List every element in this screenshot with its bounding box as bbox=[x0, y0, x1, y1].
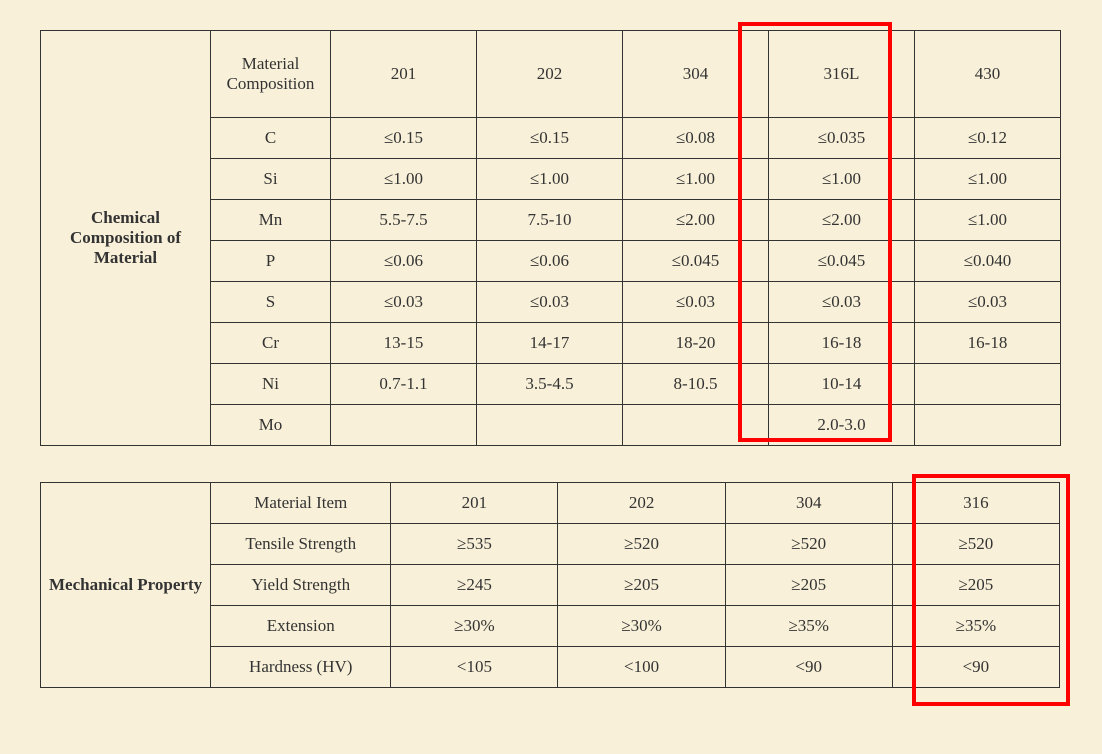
row-label: Hardness (HV) bbox=[211, 647, 391, 688]
cell: ≥30% bbox=[558, 606, 725, 647]
cell: ≤0.15 bbox=[331, 118, 477, 159]
cell: 7.5-10 bbox=[477, 200, 623, 241]
cell: ≤2.00 bbox=[623, 200, 769, 241]
row-label: Tensile Strength bbox=[211, 524, 391, 565]
cell: ≤0.040 bbox=[915, 241, 1061, 282]
row-label: Si bbox=[211, 159, 331, 200]
cell bbox=[915, 405, 1061, 446]
cell: ≥520 bbox=[725, 524, 892, 565]
col-316l: 316L bbox=[769, 31, 915, 118]
cell: ≤1.00 bbox=[331, 159, 477, 200]
cell: 16-18 bbox=[915, 323, 1061, 364]
cell: 8-10.5 bbox=[623, 364, 769, 405]
cell: ≤0.06 bbox=[331, 241, 477, 282]
row-label: S bbox=[211, 282, 331, 323]
cell: ≤1.00 bbox=[915, 200, 1061, 241]
row-label: C bbox=[211, 118, 331, 159]
material-item-label: Material Item bbox=[211, 483, 391, 524]
cell: ≥205 bbox=[725, 565, 892, 606]
table-row: Chemical Composition of Material Materia… bbox=[41, 31, 1061, 118]
chemical-composition-block: Chemical Composition of Material Materia… bbox=[40, 30, 1060, 446]
cell: 10-14 bbox=[769, 364, 915, 405]
chemical-row-header: Chemical Composition of Material bbox=[41, 31, 211, 446]
col-202: 202 bbox=[558, 483, 725, 524]
cell: ≥205 bbox=[892, 565, 1059, 606]
cell: ≥520 bbox=[892, 524, 1059, 565]
cell: ≤0.12 bbox=[915, 118, 1061, 159]
col-304: 304 bbox=[623, 31, 769, 118]
table-row: Mechanical Property Material Item 201 20… bbox=[41, 483, 1060, 524]
mechanical-property-block: Mechanical Property Material Item 201 20… bbox=[40, 482, 1060, 688]
row-label: Ni bbox=[211, 364, 331, 405]
col-430: 430 bbox=[915, 31, 1061, 118]
cell: ≥535 bbox=[391, 524, 558, 565]
cell: ≤0.08 bbox=[623, 118, 769, 159]
cell: ≥30% bbox=[391, 606, 558, 647]
cell: ≤1.00 bbox=[623, 159, 769, 200]
cell: ≤0.03 bbox=[331, 282, 477, 323]
row-label: P bbox=[211, 241, 331, 282]
cell: 0.7-1.1 bbox=[331, 364, 477, 405]
cell: ≤0.03 bbox=[769, 282, 915, 323]
cell: <90 bbox=[892, 647, 1059, 688]
cell: 2.0-3.0 bbox=[769, 405, 915, 446]
row-label: Extension bbox=[211, 606, 391, 647]
cell: 14-17 bbox=[477, 323, 623, 364]
cell: ≤0.045 bbox=[769, 241, 915, 282]
cell: ≤0.03 bbox=[477, 282, 623, 323]
material-composition-label: Material Composition bbox=[211, 31, 331, 118]
cell: 18-20 bbox=[623, 323, 769, 364]
cell: ≤1.00 bbox=[477, 159, 623, 200]
col-201: 201 bbox=[391, 483, 558, 524]
cell bbox=[331, 405, 477, 446]
cell bbox=[477, 405, 623, 446]
col-316: 316 bbox=[892, 483, 1059, 524]
cell: ≥245 bbox=[391, 565, 558, 606]
row-label: Mo bbox=[211, 405, 331, 446]
cell: ≤0.045 bbox=[623, 241, 769, 282]
cell: 3.5-4.5 bbox=[477, 364, 623, 405]
cell: ≤0.15 bbox=[477, 118, 623, 159]
cell bbox=[623, 405, 769, 446]
cell: ≥205 bbox=[558, 565, 725, 606]
cell: ≥520 bbox=[558, 524, 725, 565]
cell: 13-15 bbox=[331, 323, 477, 364]
col-201: 201 bbox=[331, 31, 477, 118]
cell: ≥35% bbox=[892, 606, 1059, 647]
cell: <105 bbox=[391, 647, 558, 688]
cell: ≤0.03 bbox=[623, 282, 769, 323]
col-304: 304 bbox=[725, 483, 892, 524]
cell: 5.5-7.5 bbox=[331, 200, 477, 241]
cell: 16-18 bbox=[769, 323, 915, 364]
col-202: 202 bbox=[477, 31, 623, 118]
chemical-composition-table: Chemical Composition of Material Materia… bbox=[40, 30, 1061, 446]
cell: ≤0.03 bbox=[915, 282, 1061, 323]
cell: ≤1.00 bbox=[915, 159, 1061, 200]
cell: ≤0.035 bbox=[769, 118, 915, 159]
mechanical-property-table: Mechanical Property Material Item 201 20… bbox=[40, 482, 1060, 688]
row-label: Yield Strength bbox=[211, 565, 391, 606]
cell: <90 bbox=[725, 647, 892, 688]
cell: ≤2.00 bbox=[769, 200, 915, 241]
cell: <100 bbox=[558, 647, 725, 688]
mechanical-row-header: Mechanical Property bbox=[41, 483, 211, 688]
cell: ≥35% bbox=[725, 606, 892, 647]
cell: ≤1.00 bbox=[769, 159, 915, 200]
cell bbox=[915, 364, 1061, 405]
row-label: Cr bbox=[211, 323, 331, 364]
row-label: Mn bbox=[211, 200, 331, 241]
cell: ≤0.06 bbox=[477, 241, 623, 282]
